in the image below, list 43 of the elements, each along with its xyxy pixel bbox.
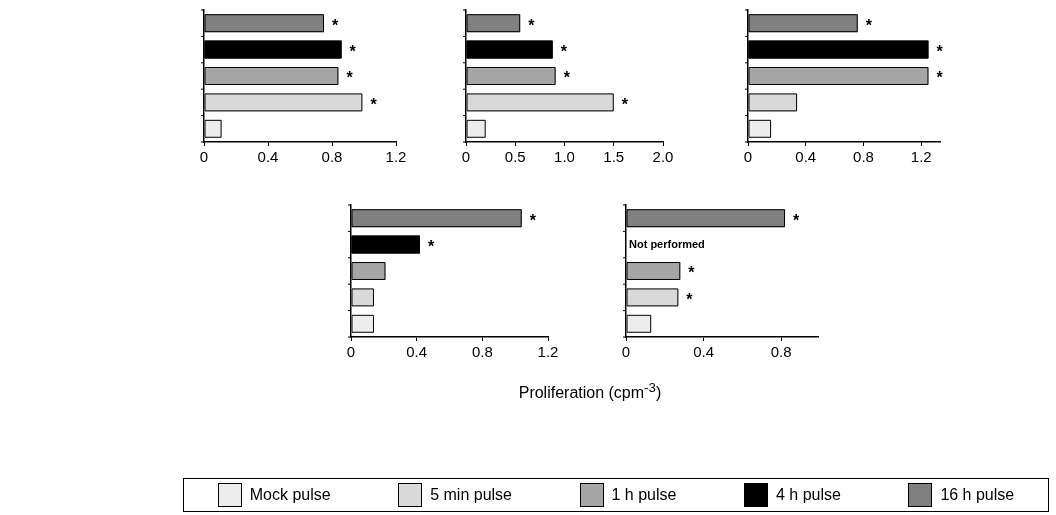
x-tick-label: 0 [743,148,753,166]
x-tick-label: 0 [621,343,631,361]
data-label: * [936,43,944,61]
x-tick-label: 1.5 [603,148,625,166]
data-label: * [332,16,339,34]
x-tick-label: 0.8 [770,343,792,361]
data-label: * [793,211,801,229]
data-label: * [688,264,696,282]
x-tick-label: 0 [461,148,471,166]
annotation: Not performed [629,237,705,250]
data-label: * [621,95,629,113]
x-tick-label: 0.4 [257,148,279,166]
x-axis-title: Proliferation (cpm$^{-3}$) [517,380,663,403]
data-label: * [528,16,536,34]
data-label: * [936,69,944,87]
x-tick-label: 2.0 [652,148,674,166]
data-label: * [349,43,357,61]
legend-label: 5 min pulse [430,486,512,504]
x-tick-label: 0.4 [406,343,428,361]
data-label: * [563,69,571,87]
data-label: * [865,16,873,34]
x-tick-label: 1.2 [910,148,932,166]
x-tick-label: 0.8 [471,343,493,361]
x-tick-label: 0.5 [504,148,526,166]
x-tick-label: 0.8 [853,148,874,166]
x-tick-label: 0 [199,148,209,166]
data-label: * [370,95,378,113]
x-tick-label: 0.4 [693,343,715,361]
legend-label: 4 h pulse [775,486,841,504]
data-label: * [529,211,537,229]
x-tick-label: 1.2 [385,148,407,166]
data-label: * [560,43,568,61]
legend-label: Mock pulse [249,486,331,504]
x-tick-label: 1.2 [537,343,559,361]
x-tick-label: 0.4 [795,148,817,166]
data-label: * [686,290,694,308]
legend-label: 1 h pulse [611,486,677,504]
x-tick-label: 0.8 [321,148,343,166]
legend-label: 16 h pulse [940,486,1015,504]
data-label: * [427,238,435,256]
x-tick-label: 0 [346,343,356,361]
data-label: * [346,69,354,87]
x-tick-label: 1.0 [554,148,575,166]
